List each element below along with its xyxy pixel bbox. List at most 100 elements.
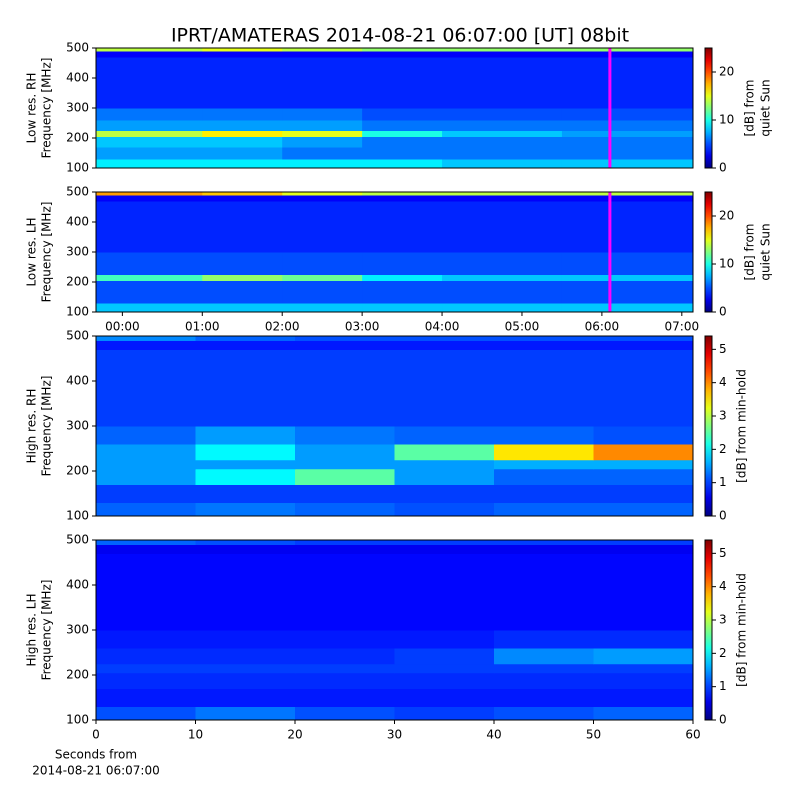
- heatmap-cell: [295, 502, 395, 517]
- heatmap-cell: [362, 303, 443, 313]
- heatmap-cell: [593, 630, 694, 649]
- x-tick-label: 01:00: [185, 320, 220, 334]
- x-tick-label: 60: [685, 728, 700, 742]
- heatmap-cell: [394, 336, 495, 341]
- heatmap-cell: [442, 252, 563, 265]
- heatmap-cell: [96, 252, 203, 265]
- y-tick-label: 500: [66, 533, 89, 547]
- heatmap-cell: [561, 51, 694, 58]
- heatmap-cell: [593, 553, 694, 631]
- heatmap-cell: [362, 264, 443, 275]
- x-axis-label: 2014-08-21 06:07:00: [32, 764, 159, 778]
- heatmap-cell: [442, 274, 563, 281]
- heatmap-cell: [96, 51, 203, 58]
- heatmap-cell: [195, 484, 296, 503]
- heatmap-cell: [282, 159, 363, 169]
- x-axis-label: Seconds from: [55, 748, 137, 762]
- heatmap-cell: [442, 303, 563, 313]
- x-tick-label: 50: [586, 728, 601, 742]
- heatmap-cell: [362, 130, 443, 137]
- heatmap-cell: [394, 553, 495, 631]
- x-tick-label: 06:00: [585, 320, 620, 334]
- heatmap-cell: [593, 672, 694, 689]
- heatmap-cell: [96, 57, 203, 109]
- heatmap-cell: [282, 252, 363, 265]
- heatmap-cell: [96, 274, 203, 281]
- heatmap-cell: [394, 459, 495, 470]
- heatmap-cell: [202, 120, 283, 131]
- heatmap-cell: [96, 130, 203, 137]
- colorbar-tick-label: 4: [719, 375, 727, 389]
- heatmap-cell: [394, 706, 495, 721]
- colorbar-label: [dB] from min-hold: [735, 369, 749, 483]
- y-tick-label: 200: [66, 668, 89, 682]
- heatmap-cell: [442, 136, 563, 148]
- heatmap-cell: [96, 108, 203, 121]
- heatmap-cell: [494, 426, 594, 445]
- heatmap-cell: [394, 340, 495, 350]
- heatmap-cell: [593, 544, 694, 554]
- heatmap-cell: [394, 444, 495, 461]
- heatmap-cell: [96, 706, 196, 721]
- y-tick-label: 100: [66, 509, 89, 523]
- heatmap-cell: [442, 195, 563, 202]
- heatmap-cell: [362, 195, 443, 202]
- colorbar-label: quiet Sun: [759, 223, 773, 280]
- heatmap-cell: [494, 544, 594, 554]
- heatmap-cell: [282, 130, 363, 137]
- y-tick-label: 100: [66, 713, 89, 727]
- y-axis-label: Frequency [MHz]: [40, 202, 54, 303]
- heatmap-cell: [202, 57, 283, 109]
- y-tick-label: 100: [66, 161, 89, 175]
- heatmap-cell: [202, 159, 283, 169]
- heatmap-cell: [96, 349, 196, 427]
- colorbar-tick-label: 0: [719, 161, 727, 175]
- heatmap-cell: [96, 48, 203, 52]
- x-tick-label: 03:00: [345, 320, 380, 334]
- heatmap-cell: [593, 688, 694, 707]
- heatmap-cell: [96, 648, 196, 665]
- heatmap-cell: [394, 544, 495, 554]
- y-tick-label: 200: [66, 131, 89, 145]
- heatmap-cell: [295, 459, 395, 470]
- y-tick-label: 400: [66, 71, 89, 85]
- heatmap-cell: [561, 195, 694, 202]
- colorbar-tick-label: 2: [719, 442, 727, 456]
- heatmap-cell: [295, 426, 395, 445]
- colorbar-label: [dB] from: [743, 224, 757, 281]
- heatmap-cell: [195, 502, 296, 517]
- heatmap-cell: [295, 540, 395, 545]
- heatmap-cell: [282, 264, 363, 275]
- heatmap-cell: [362, 201, 443, 253]
- y-tick-label: 400: [66, 578, 89, 592]
- heatmap-cell: [494, 484, 594, 503]
- heatmap-cell: [593, 502, 694, 517]
- heatmap-cell: [202, 192, 283, 196]
- heatmap-cell: [96, 192, 203, 196]
- heatmap-cell: [494, 648, 594, 665]
- heatmap-cell: [202, 291, 283, 304]
- heatmap-cell: [593, 349, 694, 427]
- heatmap-cell: [561, 57, 694, 109]
- colorbar-tick-label: 0: [719, 305, 727, 319]
- heatmap-cell: [195, 663, 296, 674]
- heatmap-cell: [593, 336, 694, 341]
- heatmap-cell: [96, 303, 203, 313]
- heatmap-cell: [442, 291, 563, 304]
- heatmap-cell: [494, 663, 594, 674]
- heatmap-cell: [442, 147, 563, 160]
- y-axis-label: Frequency [MHz]: [40, 376, 54, 477]
- heatmap-cell: [202, 274, 283, 281]
- heatmap-cell: [362, 252, 443, 265]
- heatmap-cell: [362, 48, 443, 52]
- heatmap-cell: [561, 120, 694, 131]
- heatmap-cell: [195, 706, 296, 721]
- heatmap-cell: [494, 672, 594, 689]
- heatmap-cell: [282, 51, 363, 58]
- colorbar-label: [dB] from: [743, 80, 757, 137]
- heatmap-cell: [561, 48, 694, 52]
- heatmap-cell: [202, 136, 283, 148]
- colorbar-tick-label: 4: [719, 579, 727, 593]
- heatmap-cell: [96, 120, 203, 131]
- heatmap-cell: [494, 444, 594, 461]
